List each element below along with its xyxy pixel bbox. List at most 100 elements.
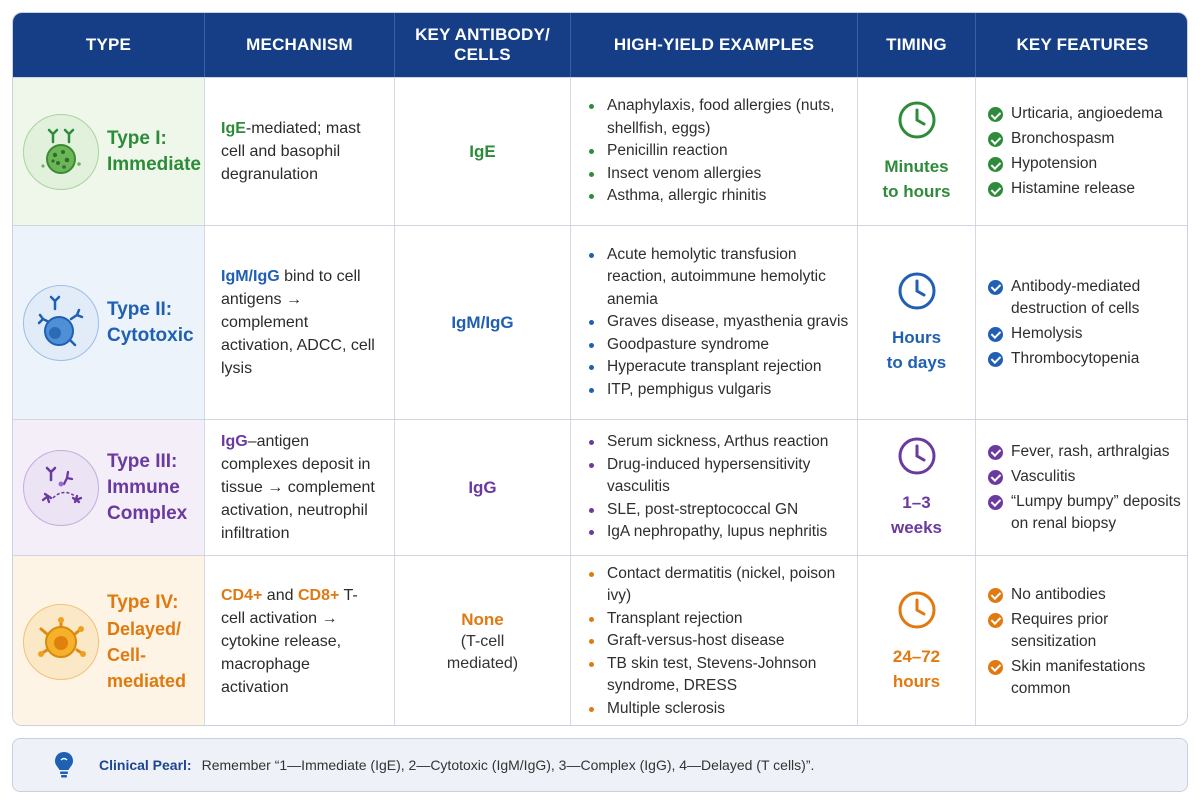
timing-line-1: 24–72 — [892, 646, 941, 666]
header-key-features: KEY FEATURES — [1016, 35, 1149, 54]
clock-icon — [898, 437, 935, 474]
header-examples: HIGH-YIELD EXAMPLES — [571, 13, 858, 77]
timing-line-2: to days — [886, 352, 947, 372]
antibody-cell-icon — [23, 284, 99, 361]
type-subtitle: Delayed/ Cell-mediated — [107, 618, 187, 691]
mechanism-text: -mediated; mast cell and basophil degran… — [221, 120, 361, 183]
feature-text: Fever, rash, arthralgias — [1011, 442, 1170, 460]
list-item: Anaphylaxis, food allergies (nuts, shell… — [585, 95, 849, 140]
mechanism-key-term: CD4+ — [221, 587, 263, 604]
feature-text: Urticaria, angioedema — [1011, 105, 1163, 122]
feature-item: Thrombocytopenia — [988, 348, 1183, 370]
feature-item: Hypotension — [988, 153, 1163, 175]
mast-cell-icon — [23, 113, 99, 190]
type-label: Type II: Cytotoxic — [107, 297, 194, 349]
list-item: Penicillin reaction — [585, 140, 849, 163]
examples-list: Serum sickness, Arthus reaction Drug-ind… — [585, 431, 849, 544]
examples-cell: Serum sickness, Arthus reaction Drug-ind… — [571, 420, 858, 555]
type-label: Type III: Immune Complex — [107, 449, 187, 527]
header-type: TYPE — [13, 13, 205, 77]
mechanism-text: bind to cell antigens → complement activ… — [221, 268, 375, 377]
feature-text: Hypotension — [1011, 155, 1098, 172]
type-cell: Type II: Cytotoxic — [13, 226, 205, 419]
check-circle-icon — [988, 351, 1003, 367]
table-row-type-4: Type IV: Delayed/ Cell-mediated CD4+ and… — [13, 555, 1187, 725]
clock-icon — [898, 272, 935, 309]
type-subtitle: Immediate — [107, 153, 201, 175]
list-item: Acute hemolytic transfusion reaction, au… — [585, 244, 849, 312]
feature-text: Requires prior sensitization — [1011, 610, 1109, 650]
list-item: Drug-induced hypersensitivity vasculitis — [585, 454, 849, 499]
examples-list: Acute hemolytic transfusion reaction, au… — [585, 244, 849, 402]
feature-item: Urticaria, angioedema — [988, 103, 1163, 125]
check-circle-icon — [988, 132, 1003, 147]
check-circle-icon — [988, 326, 1003, 342]
list-item: Goodpasture syndrome — [585, 334, 849, 357]
type-label: Type I: Immediate — [107, 126, 201, 178]
list-item: TB skin test, Stevens-Johnson syndrome, … — [585, 653, 849, 698]
features-list: No antibodies Requires prior sensitizati… — [988, 581, 1183, 703]
header-key-antibody: KEY ANTIBODY/ CELLS — [395, 13, 571, 77]
check-circle-icon — [988, 182, 1003, 197]
list-item: Graves disease, myasthenia gravis — [585, 311, 849, 334]
examples-cell: Anaphylaxis, food allergies (nuts, shell… — [571, 78, 858, 225]
type-subtitle: Immune Complex — [107, 476, 188, 524]
type-subtitle: Cytotoxic — [107, 324, 194, 346]
list-item: SLE, post-streptococcal GN — [585, 499, 849, 522]
features-list: Antibody-mediated destruction of cells H… — [988, 273, 1183, 373]
timing-line-1: Hours — [891, 327, 942, 347]
feature-item: Fever, rash, arthralgias — [988, 441, 1183, 463]
type-title: Type III: — [107, 450, 178, 472]
feature-text: No antibodies — [1011, 585, 1106, 603]
timing-text: 24–72 hours — [893, 644, 940, 694]
table-row-type-1: Type I: Immediate IgE -mediated; mast cel… — [13, 77, 1187, 225]
feature-item: Histamine release — [988, 178, 1163, 200]
antibody-subtext: (T-cell mediated) — [446, 632, 519, 672]
clinical-pearl-box: Clinical Pearl: Remember “1—Immediate (I… — [12, 738, 1188, 792]
features-list: Fever, rash, arthralgias Vasculitis “Lum… — [988, 438, 1183, 538]
type-cell: Type I: Immediate — [13, 78, 205, 225]
check-circle-icon — [988, 659, 1003, 675]
mechanism-cell: IgM/IgG bind to cell antigens → compleme… — [205, 226, 395, 419]
feature-text: Vasculitis — [1011, 467, 1076, 485]
timing-text: Hours to days — [887, 325, 947, 375]
mechanism-text: –antigen complexes deposit in tissue → c… — [221, 433, 375, 542]
feature-item: Antibody-mediated destruction of cells — [988, 276, 1183, 320]
list-item: Hyperacute transplant rejection — [585, 356, 849, 379]
antibody-name: IgG — [468, 477, 497, 497]
antibody-name: IgE — [469, 141, 496, 161]
lightbulb-icon — [55, 752, 73, 778]
list-item: Asthma, allergic rhinitis — [585, 185, 849, 208]
check-circle-icon — [988, 587, 1003, 603]
feature-text: Antibody-mediated destruction of cells — [1011, 277, 1141, 317]
timing-cell: Hours to days — [858, 226, 976, 419]
list-item: ITP, pemphigus vulgaris — [585, 379, 849, 402]
antibody-cell: IgM/IgG — [395, 226, 571, 419]
examples-cell: Acute hemolytic transfusion reaction, au… — [571, 226, 858, 419]
header-timing: TIMING — [858, 13, 976, 77]
feature-item: Skin manifestations common — [988, 656, 1183, 700]
timing-line-2: weeks — [890, 517, 943, 537]
feature-item: Vasculitis — [988, 466, 1183, 488]
pearl-title: Clinical Pearl: — [99, 757, 192, 773]
mechanism-key-term-2: CD8+ — [297, 587, 340, 604]
pearl-text: Remember “1—Immediate (IgE), 2—Cytotoxic… — [201, 757, 815, 773]
mechanism-cell: CD4+ and CD8+ T-cell activation → cytoki… — [205, 556, 395, 725]
list-item: Graft-versus-host disease — [585, 630, 849, 653]
timing-text: Minutes to hours — [883, 154, 951, 204]
list-item: Serum sickness, Arthus reaction — [585, 431, 849, 454]
clock-icon — [898, 101, 935, 138]
type-cell: Type III: Immune Complex — [13, 420, 205, 555]
feature-text: Thrombocytopenia — [1011, 349, 1140, 367]
type-cell: Type IV: Delayed/ Cell-mediated — [13, 556, 205, 725]
check-circle-icon — [988, 469, 1003, 485]
features-cell: No antibodies Requires prior sensitizati… — [976, 556, 1187, 725]
timing-cell: Minutes to hours — [858, 78, 976, 225]
timing-cell: 24–72 hours — [858, 556, 976, 725]
list-item: Insect venom allergies — [585, 163, 849, 186]
feature-item: Requires prior sensitization — [988, 609, 1183, 653]
check-circle-icon — [988, 494, 1003, 510]
antibody-name: None — [461, 609, 504, 629]
feature-item: No antibodies — [988, 584, 1183, 606]
features-cell: Urticaria, angioedema Bronchospasm Hypot… — [976, 78, 1187, 225]
